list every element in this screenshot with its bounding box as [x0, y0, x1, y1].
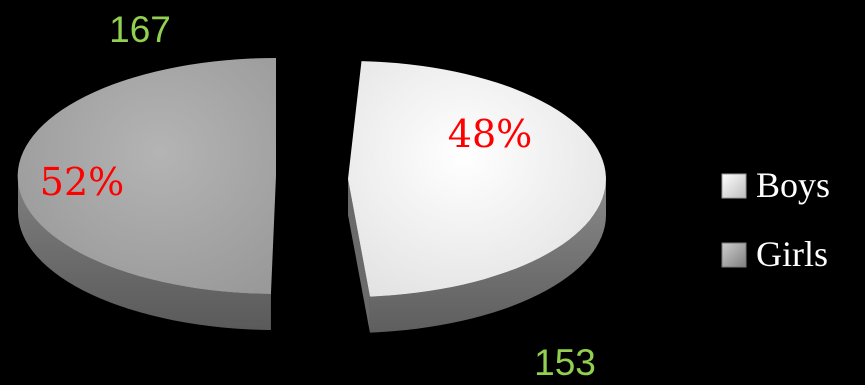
- legend-label-girls: Girls: [756, 234, 828, 274]
- percent-label-boys: 48%: [448, 112, 532, 156]
- slice-boys-top: [348, 61, 606, 297]
- slice-boys-cut-face: [348, 179, 370, 333]
- legend-label-boys: Boys: [756, 165, 830, 205]
- legend-swatch-boys: [721, 173, 747, 199]
- percent-label-girls: 52%: [40, 160, 124, 204]
- legend-swatch-girls: [721, 242, 747, 268]
- slice-boys-side: [369, 179, 606, 333]
- slice-girls-side: [18, 176, 271, 330]
- slice-girls-top: [17, 57, 277, 294]
- count-label-girls: 167: [109, 9, 171, 50]
- legend: Boys Girls: [721, 165, 830, 274]
- count-label-boys: 153: [534, 342, 596, 383]
- slice-boys: [348, 61, 606, 333]
- slice-girls: [17, 57, 277, 330]
